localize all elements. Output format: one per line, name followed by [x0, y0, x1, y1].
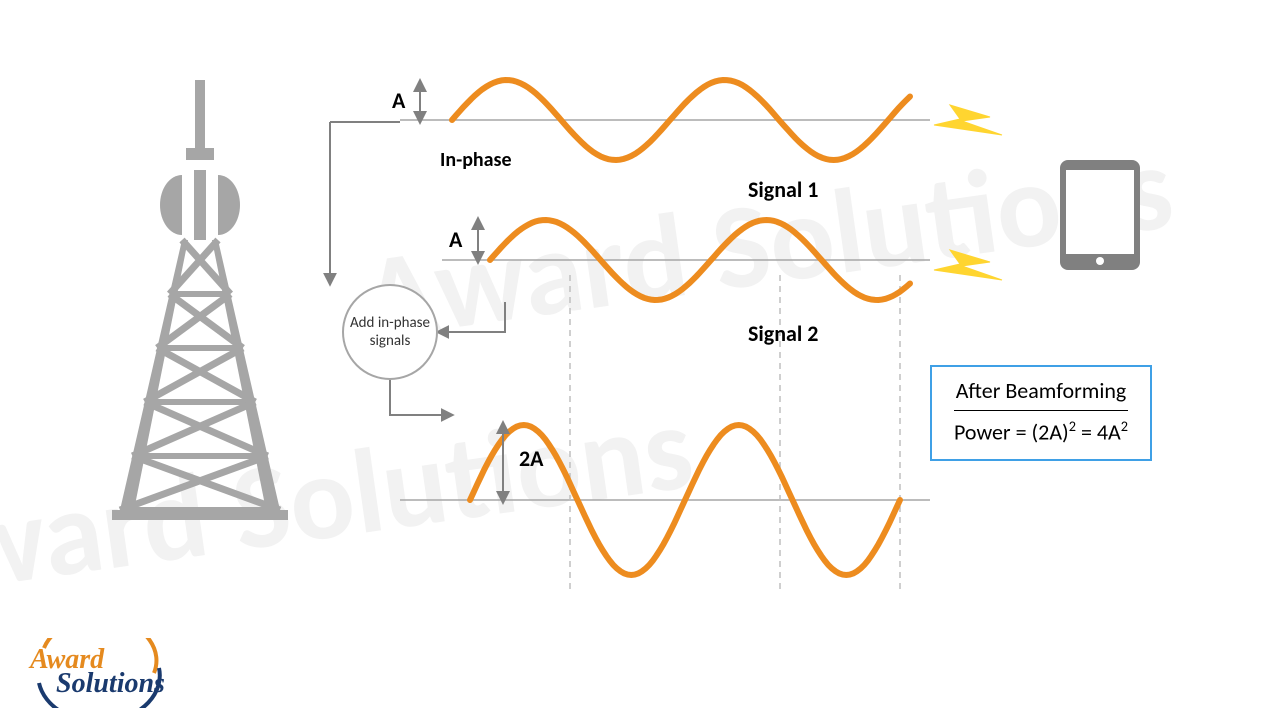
amplitude-label-3: 2A — [519, 445, 543, 472]
beamforming-box: After Beamforming Power = (2A)2 = 4A2 — [930, 365, 1152, 461]
box-formula: Power = (2A)2 = 4A2 — [954, 411, 1128, 445]
award-solutions-logo: Award Solutions — [30, 644, 165, 700]
diagram-svg — [0, 0, 1280, 720]
diagram-stage — [0, 0, 1280, 720]
dashed-guides — [570, 275, 900, 590]
tablet-icon — [1060, 160, 1140, 270]
amplitude-label-1: A — [392, 87, 405, 114]
add-signals-text: Add in-phase signals — [344, 314, 436, 350]
amplitude-arrows — [420, 85, 503, 498]
wave-axes — [400, 120, 930, 500]
amplitude-label-2: A — [449, 226, 462, 253]
cell-tower-icon — [112, 80, 288, 520]
inphase-label: In-phase — [440, 148, 512, 172]
signal2-label: Signal 2 — [748, 320, 818, 347]
signal1-label: Signal 1 — [748, 176, 818, 203]
signal-bolts — [934, 105, 1002, 280]
add-signals-circle: Add in-phase signals — [342, 284, 438, 380]
box-title: After Beamforming — [954, 377, 1128, 411]
